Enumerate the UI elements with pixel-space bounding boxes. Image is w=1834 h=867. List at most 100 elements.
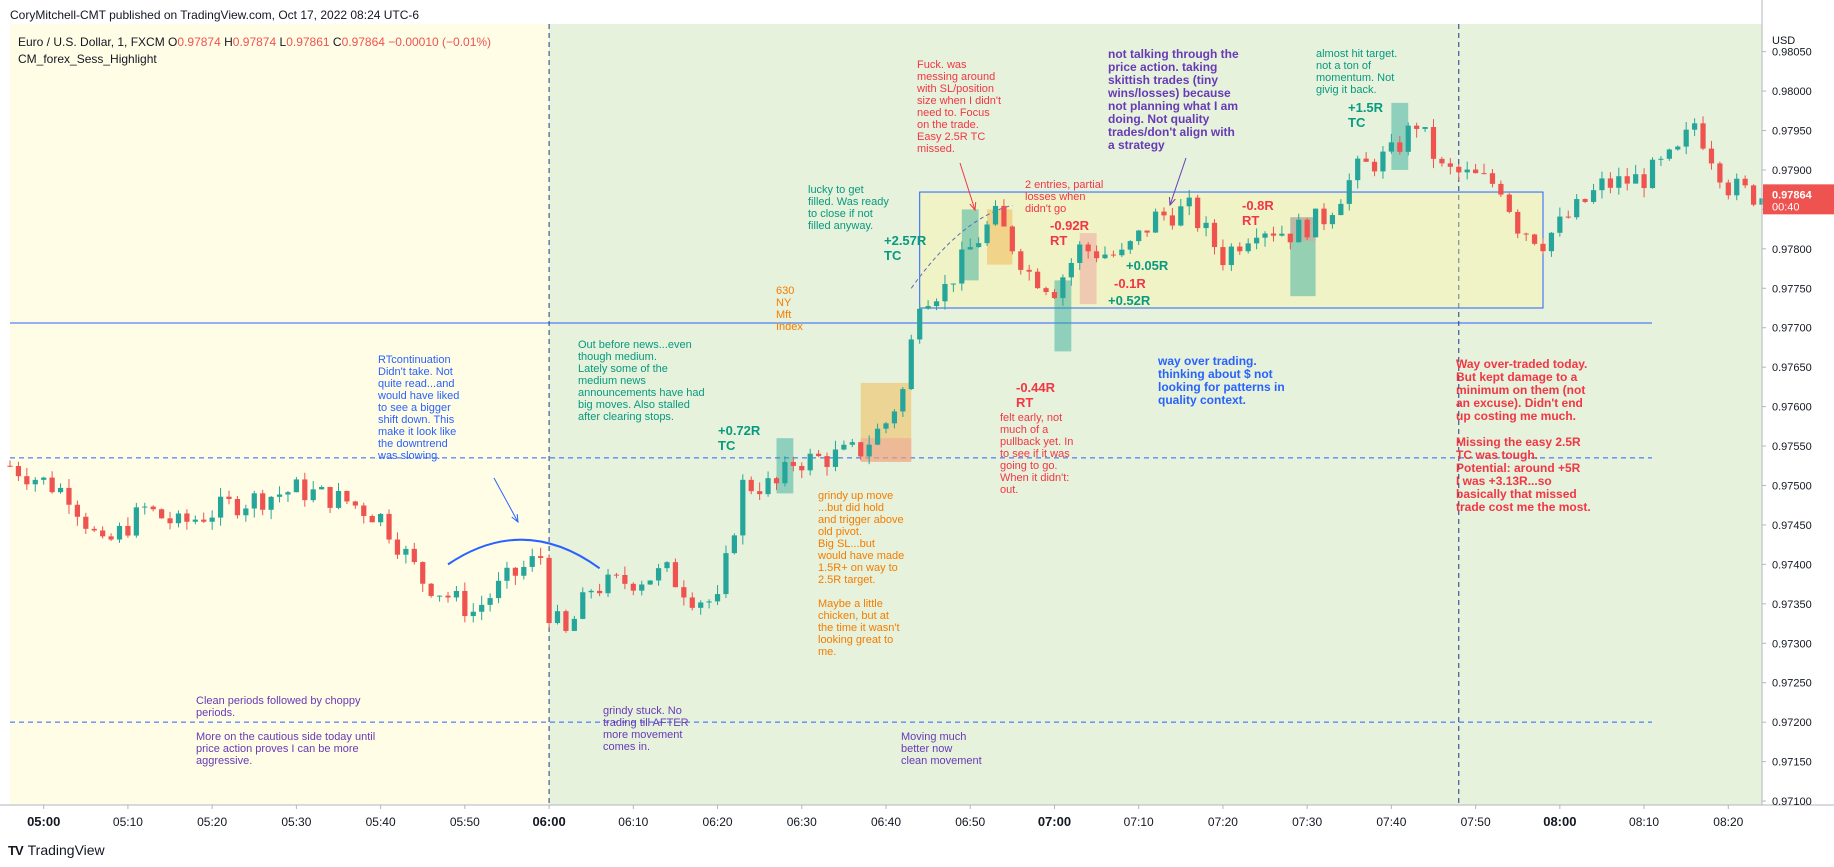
candles <box>7 116 1765 633</box>
candle <box>319 485 325 490</box>
candle-body <box>1481 173 1487 175</box>
candle <box>1464 161 1470 180</box>
candle-body <box>563 611 569 631</box>
candle <box>1624 167 1630 191</box>
candle-body <box>260 493 266 510</box>
candle <box>1043 286 1049 296</box>
candle <box>1077 241 1083 270</box>
candle <box>268 496 274 520</box>
candle-body <box>900 389 906 412</box>
annotation-line: messing around <box>917 71 995 83</box>
candle-body <box>672 562 679 588</box>
candle <box>1068 258 1074 286</box>
time-tick-label-20: 08:20 <box>1713 815 1743 829</box>
time-tick-label-19: 08:10 <box>1629 815 1659 829</box>
candle-body <box>319 487 325 490</box>
candle <box>731 533 737 555</box>
annotation-arrow-2 <box>1168 157 1187 207</box>
missed-trade-path <box>910 204 1013 289</box>
candle <box>310 481 316 503</box>
legend-part-7: C <box>333 35 342 49</box>
position-zone-4 <box>987 209 1013 265</box>
candle-body <box>917 308 923 340</box>
arrow-head <box>969 201 977 212</box>
candle <box>83 512 89 535</box>
position-zone-8 <box>1290 217 1316 241</box>
candle-body <box>630 583 636 591</box>
candle <box>285 491 291 503</box>
candle <box>942 274 948 310</box>
candle <box>1515 209 1521 239</box>
candle-body <box>1498 183 1504 195</box>
candle-body <box>1531 234 1538 244</box>
candle <box>260 489 266 516</box>
candle <box>108 533 114 541</box>
candle <box>167 511 173 530</box>
time-tick-label-12: 07:00 <box>1038 814 1071 829</box>
candle-body <box>217 496 224 518</box>
annotation-arrow-0 <box>493 477 519 524</box>
candle <box>1675 145 1681 151</box>
annotation-line: and trigger above <box>818 514 904 526</box>
candle-body <box>992 205 999 225</box>
candle-body <box>1607 178 1613 188</box>
trade-label-value: -0.92R <box>1050 218 1090 233</box>
annotation-line: trades/don't align with <box>1108 125 1235 139</box>
candle <box>386 509 392 544</box>
annotation-line: quality context. <box>1158 393 1246 407</box>
candle-body <box>470 611 476 617</box>
candle-body <box>1599 178 1605 191</box>
candle-body <box>1338 203 1344 216</box>
candle <box>925 300 931 310</box>
candle <box>192 515 198 525</box>
candle <box>302 472 308 507</box>
candle <box>116 522 123 543</box>
candle-body <box>74 504 80 517</box>
candle-body <box>757 491 763 495</box>
candle <box>740 474 746 545</box>
candle <box>1245 238 1251 254</box>
candle-body <box>1245 243 1251 252</box>
candle <box>1734 173 1740 201</box>
candle <box>773 476 780 491</box>
candle <box>24 467 30 490</box>
candle <box>706 599 712 609</box>
annotation-line: aggressive. <box>196 755 252 767</box>
annotation-line: But kept damage to a <box>1456 370 1578 384</box>
candle <box>1001 199 1007 227</box>
annotation-line: 2 entries, partial <box>1025 179 1103 191</box>
annotation-line: filled anyway. <box>808 220 873 232</box>
annotation-line: the time it wasn't <box>818 622 900 634</box>
candle-body <box>1439 158 1445 164</box>
candle <box>1346 173 1352 211</box>
candle-body <box>386 513 392 540</box>
candle <box>1616 167 1622 195</box>
annotation-line: When it didn't: <box>1000 472 1069 484</box>
time-tick-label-11: 06:50 <box>955 815 985 829</box>
candle-body <box>1750 185 1757 205</box>
candle <box>748 476 754 495</box>
candle <box>799 462 805 479</box>
trade-label-type: RT <box>1016 395 1033 410</box>
annotation-line: NY <box>776 297 792 309</box>
candle <box>1725 179 1731 200</box>
annotation-line: on the trade. <box>917 119 979 131</box>
candle <box>580 587 586 620</box>
trade-label-type: RT <box>1050 233 1067 248</box>
candle <box>1178 199 1184 227</box>
candle-body <box>1077 244 1083 263</box>
candle <box>479 595 485 621</box>
candle <box>175 510 182 528</box>
candle-body <box>1515 211 1521 234</box>
candle <box>66 479 72 514</box>
candle <box>588 589 594 599</box>
candle-body <box>394 539 401 555</box>
annotation-line: though medium. <box>578 351 657 363</box>
candle-body <box>1557 216 1563 233</box>
candle <box>891 409 898 429</box>
